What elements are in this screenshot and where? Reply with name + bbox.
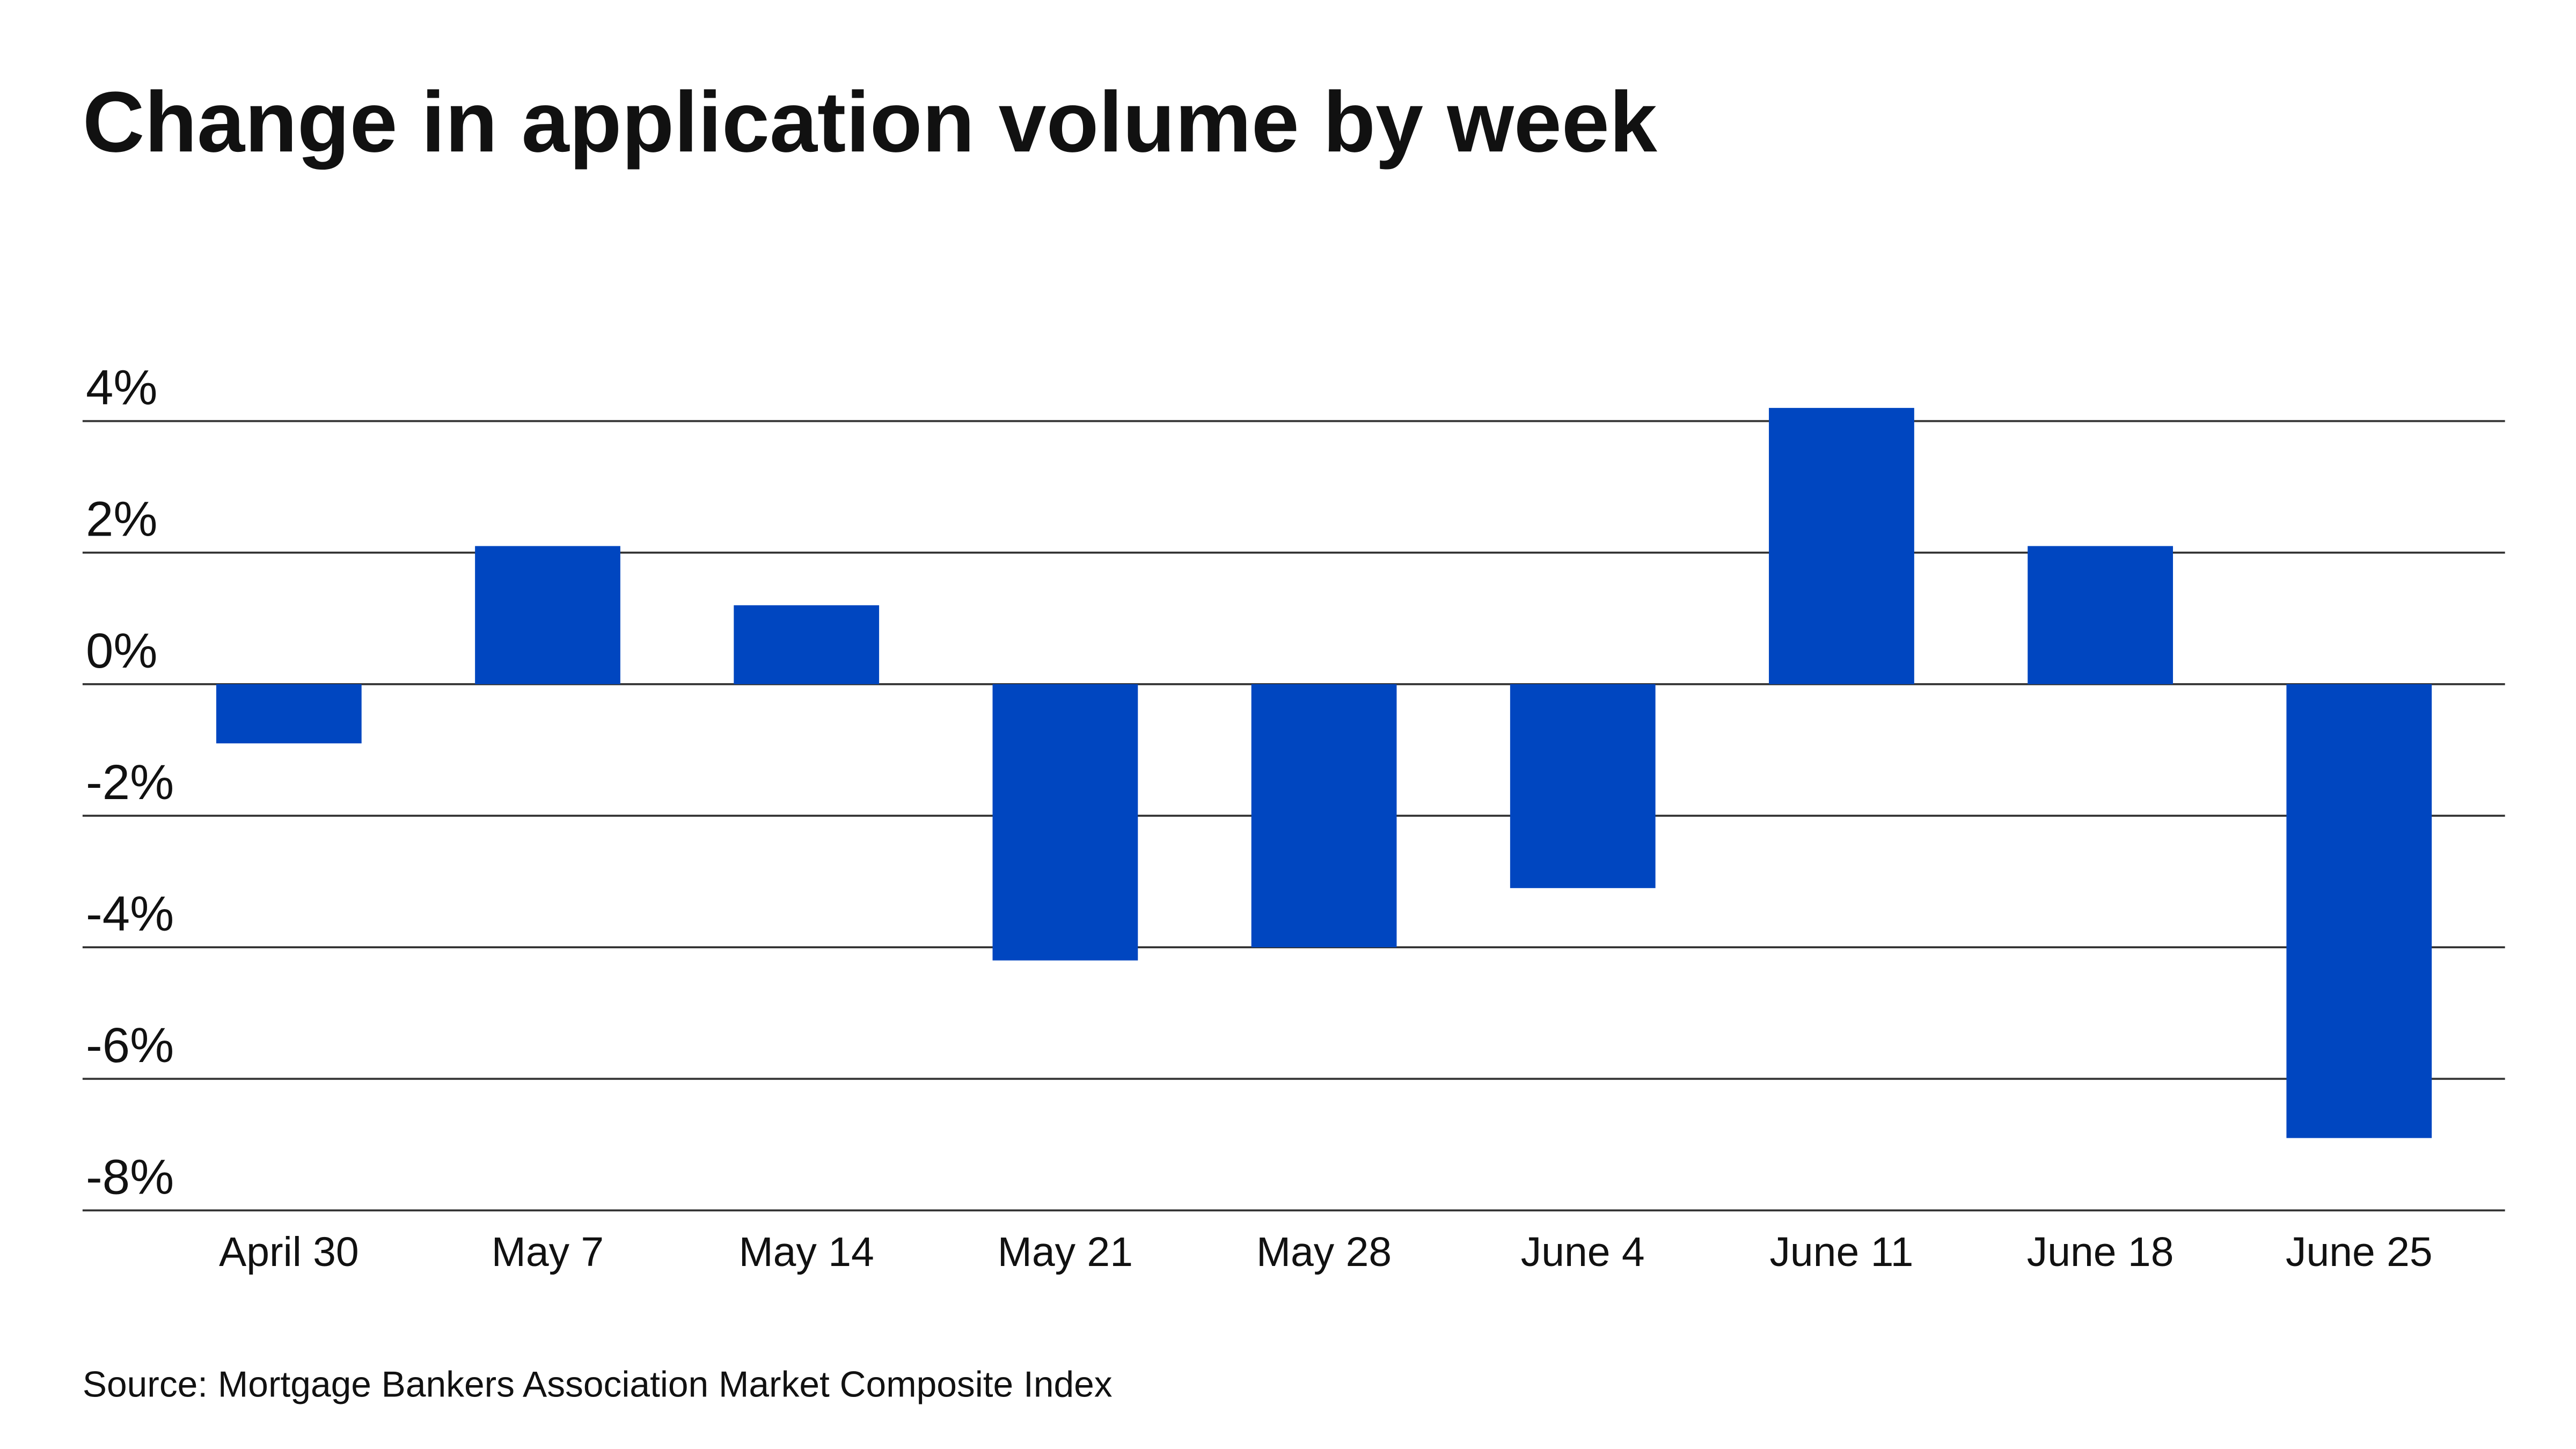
x-tick-label: May 21 bbox=[998, 1229, 1133, 1275]
x-tick-label: May 14 bbox=[739, 1229, 874, 1275]
x-tick-label: June 25 bbox=[2286, 1229, 2433, 1275]
y-tick-label: -4% bbox=[86, 885, 174, 941]
y-tick-label: -6% bbox=[86, 1017, 174, 1073]
x-tick-label: June 4 bbox=[1521, 1229, 1645, 1275]
y-tick-label: -8% bbox=[86, 1148, 174, 1204]
chart-title: Change in application volume by week bbox=[83, 74, 1658, 170]
bar bbox=[216, 684, 362, 744]
x-tick-label: June 11 bbox=[1769, 1229, 1913, 1275]
x-tick-label: April 30 bbox=[219, 1229, 359, 1275]
bar bbox=[1251, 684, 1397, 948]
source-note: Source: Mortgage Bankers Association Mar… bbox=[83, 1364, 1113, 1404]
x-tick-label: May 28 bbox=[1256, 1229, 1392, 1275]
bar bbox=[1510, 684, 1656, 888]
y-tick-label: 0% bbox=[86, 623, 157, 678]
x-tick-label: May 7 bbox=[492, 1229, 604, 1275]
bar bbox=[475, 546, 620, 684]
x-tick-label: June 18 bbox=[2027, 1229, 2174, 1275]
bar bbox=[992, 684, 1138, 961]
bar bbox=[734, 605, 880, 684]
bar bbox=[2028, 546, 2174, 684]
bar bbox=[1769, 408, 1914, 684]
bar bbox=[2286, 684, 2432, 1138]
y-tick-label: -2% bbox=[86, 754, 174, 810]
y-tick-label: 4% bbox=[86, 360, 157, 415]
y-tick-label: 2% bbox=[86, 491, 157, 547]
